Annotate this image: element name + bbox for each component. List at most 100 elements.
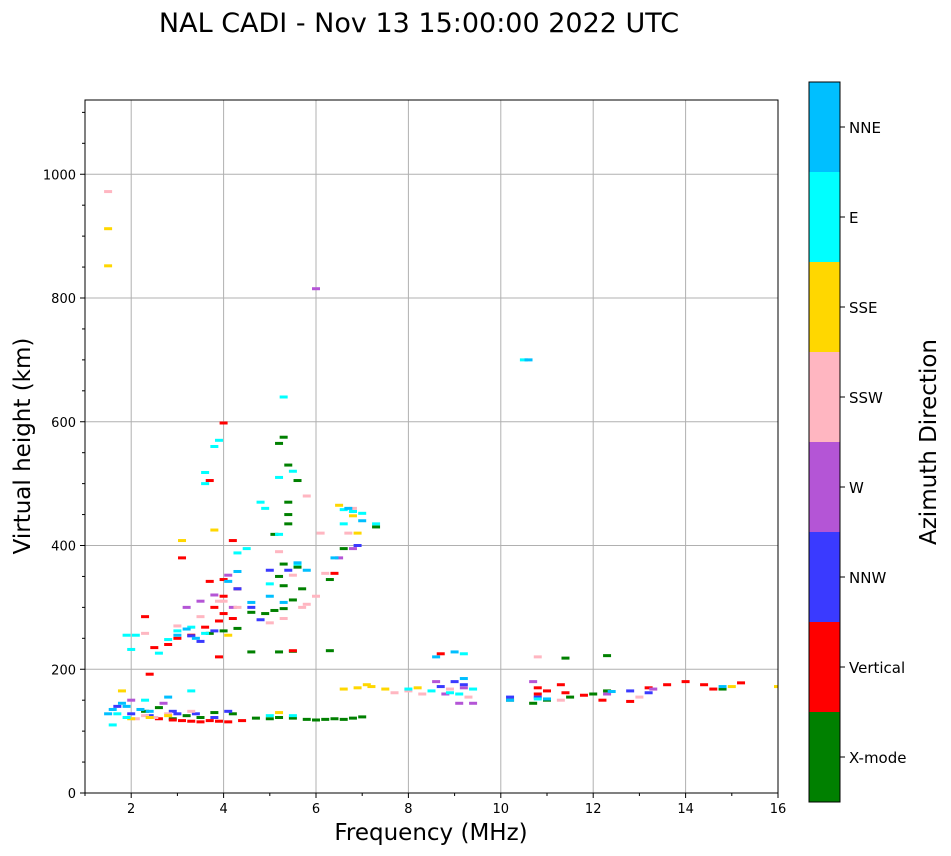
x-axis: 2 4 6 8 10 12 14 16	[84, 793, 787, 817]
echo-point-ssw	[302, 602, 311, 606]
echo-point-e	[533, 697, 542, 701]
echo-point-nnw	[247, 605, 256, 609]
echo-point-nne	[302, 568, 311, 572]
echo-point-vertical	[626, 699, 635, 703]
echo-point-ssw	[131, 717, 140, 721]
echo-point-x-mode	[312, 718, 320, 722]
echo-point-e	[265, 714, 274, 718]
echo-point-x-mode	[210, 711, 219, 715]
echo-point-x-mode	[348, 716, 357, 720]
echo-point-w	[455, 701, 464, 705]
echo-point-vertical	[533, 692, 542, 696]
echo-point-w	[224, 573, 233, 577]
echo-point-nne	[358, 519, 367, 523]
echo-point-ssw	[288, 573, 297, 577]
echo-point-x-mode	[603, 654, 612, 658]
echo-point-vertical	[214, 719, 223, 723]
echo-point-nne	[524, 358, 533, 362]
echo-point-x-mode	[372, 525, 381, 529]
echo-point-x-mode	[293, 479, 302, 483]
echo-point-nnw	[113, 704, 122, 708]
colorbar-segment	[809, 172, 840, 262]
echo-point-vertical	[228, 617, 237, 621]
echo-point-vertical	[598, 698, 607, 702]
echo-point-nnw	[196, 639, 205, 643]
echo-point-x-mode	[284, 522, 293, 526]
echo-point-vertical	[533, 686, 542, 690]
echo-point-e	[201, 482, 210, 486]
echo-point-nne	[164, 695, 173, 699]
echo-point-ssw	[187, 709, 196, 713]
echo-point-sse	[127, 717, 136, 721]
echo-point-nnw	[265, 568, 274, 572]
echo-point-vertical	[214, 655, 223, 659]
echo-point-nne	[224, 579, 233, 583]
echo-point-w	[603, 692, 612, 696]
echo-point-ssw	[275, 550, 284, 554]
echo-point-vertical	[145, 672, 154, 676]
plot-area	[84, 99, 779, 794]
echo-point-ssw	[418, 692, 427, 696]
echo-point-x-mode	[561, 656, 570, 660]
colorbar: X-mode Vertical NNW W SSW SSE E NNE	[808, 81, 906, 803]
colorbar-segment	[809, 442, 840, 532]
echo-point-nne	[344, 506, 353, 510]
echo-point-nnw	[145, 714, 154, 718]
colorbar-segment	[809, 82, 840, 172]
echo-point-vertical	[219, 612, 228, 616]
echo-point-vertical	[644, 686, 653, 690]
echo-point-vertical	[141, 615, 150, 619]
echo-point-sse	[339, 687, 348, 691]
echo-point-vertical	[219, 578, 228, 582]
echo-point-x-mode	[154, 706, 163, 710]
echo-point-w	[228, 605, 237, 609]
echo-point-ssw	[150, 716, 159, 720]
echo-point-x-mode	[196, 716, 205, 720]
echo-point-x-mode	[298, 587, 307, 591]
y-axis: 0 200 400 600 800 1000	[43, 111, 85, 802]
echo-point-w	[469, 701, 478, 705]
echo-point-ssw	[265, 621, 274, 625]
colorbar-label: Azimuth Direction	[916, 339, 942, 545]
echo-point-vertical	[219, 421, 228, 425]
echo-point-e	[131, 633, 140, 637]
echo-point-sse	[210, 528, 219, 532]
echo-point-w	[459, 686, 468, 690]
echo-point-x-mode	[141, 709, 150, 713]
echo-point-x-mode	[325, 578, 334, 582]
echo-point-e	[279, 395, 288, 399]
y-tick-label: 800	[51, 292, 76, 307]
echo-point-sse	[224, 633, 233, 637]
echo-point-e	[358, 511, 367, 515]
echo-point-w	[210, 593, 219, 597]
echo-point-vertical	[205, 579, 214, 583]
echo-point-x-mode	[339, 717, 348, 721]
echo-point-x-mode	[205, 631, 214, 635]
echo-point-nne	[506, 698, 515, 702]
echo-point-e	[164, 638, 173, 642]
echo-point-x-mode	[261, 612, 270, 616]
x-tick-label: 14	[677, 802, 694, 817]
echo-point-e	[261, 506, 270, 510]
echo-point-nnw	[459, 683, 468, 687]
echo-point-x-mode	[275, 650, 284, 654]
echo-point-x-mode	[247, 650, 256, 654]
echo-point-nne	[459, 677, 468, 681]
echo-point-sse	[353, 531, 362, 535]
echo-point-x-mode	[219, 629, 228, 633]
echo-point-vertical	[681, 680, 690, 684]
echo-point-nne	[718, 685, 727, 689]
chart-title: NAL CADI - Nov 13 15:00:00 2022 UTC	[159, 8, 679, 39]
echo-point-x-mode	[265, 717, 274, 721]
echo-point-vertical	[709, 687, 718, 691]
colorbar-tick-label: W	[849, 479, 864, 497]
x-tick-label: 16	[770, 802, 787, 817]
echo-point-e	[339, 522, 348, 526]
echo-point-e	[210, 445, 219, 448]
echo-point-ssw	[321, 571, 330, 575]
colorbar-segment	[809, 622, 840, 712]
echo-point-x-mode	[182, 714, 191, 718]
echo-point-ssw	[348, 506, 357, 510]
echo-point-ssw	[141, 714, 150, 718]
colorbar-tick-label: SSW	[849, 389, 883, 407]
